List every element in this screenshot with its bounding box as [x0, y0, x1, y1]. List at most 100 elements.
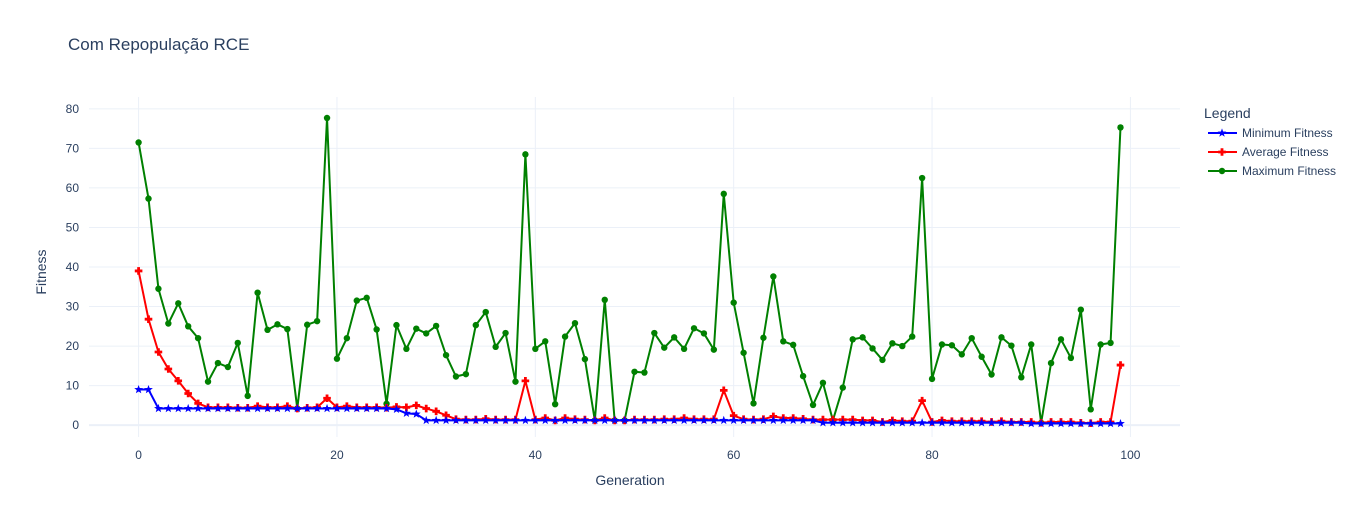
legend-item-average-fitness[interactable]: Average Fitness — [1208, 145, 1329, 159]
x-axis-label: Generation — [595, 472, 664, 488]
minimum-fitness-point — [282, 403, 292, 413]
minimum-fitness-point — [550, 415, 560, 425]
minimum-fitness-point — [937, 418, 947, 427]
maximum-fitness-point — [849, 336, 856, 343]
average-fitness-point — [134, 267, 143, 275]
minimum-fitness-point — [977, 418, 987, 427]
minimum-fitness-point — [947, 418, 957, 427]
minimum-fitness-point — [1106, 418, 1115, 428]
maximum-fitness-point — [333, 355, 341, 362]
average-fitness-point — [164, 365, 173, 373]
minimum-fitness-point — [411, 409, 421, 418]
maximum-fitness-point — [1087, 406, 1094, 413]
maximum-fitness-point — [938, 341, 946, 348]
maximum-fitness-point — [700, 330, 708, 337]
maximum-fitness-point — [462, 370, 470, 378]
minimum-fitness-point — [798, 415, 808, 425]
minimum-fitness-point — [927, 418, 937, 427]
minimum-fitness-point — [818, 418, 828, 427]
legend-item-maximum-fitness[interactable]: Maximum Fitness — [1208, 164, 1336, 178]
minimum-fitness-point — [679, 415, 689, 425]
legend-swatch-marker — [1218, 167, 1226, 175]
y-tick-label: 0 — [72, 418, 79, 432]
maximum-fitness-point — [809, 401, 817, 409]
minimum-fitness-point — [154, 403, 163, 413]
maximum-fitness-point — [839, 384, 846, 391]
maximum-fitness-point — [224, 363, 232, 371]
average-fitness-point — [729, 411, 738, 420]
minimum-fitness-point — [699, 415, 709, 425]
x-tick-label: 0 — [135, 448, 142, 462]
maximum-fitness-point — [710, 346, 718, 353]
maximum-fitness-point — [720, 190, 727, 198]
average-fitness-point — [323, 394, 331, 403]
maximum-fitness-point — [988, 371, 995, 378]
maximum-fitness-point — [274, 321, 281, 328]
maximum-fitness-point — [909, 333, 916, 340]
maximum-fitness-point — [472, 321, 480, 329]
y-tick-label: 50 — [66, 220, 80, 234]
average-fitness-point — [154, 348, 163, 356]
maximum-fitness-point — [1077, 306, 1085, 313]
maximum-fitness-point — [859, 334, 866, 341]
maximum-fitness-point — [551, 400, 559, 408]
x-tick-label: 60 — [727, 448, 741, 462]
x-tick-label: 100 — [1120, 448, 1140, 462]
y-tick-label: 30 — [66, 300, 80, 314]
maximum-fitness-point — [730, 299, 737, 306]
minimum-fitness-point — [669, 415, 679, 425]
maximum-fitness-point — [1057, 336, 1065, 343]
maximum-fitness-point — [1028, 341, 1035, 348]
minimum-fitness-point — [659, 415, 669, 425]
maximum-fitness-point — [869, 345, 876, 352]
maximum-fitness-point — [581, 355, 589, 363]
maximum-fitness-point — [135, 139, 142, 146]
average-fitness-point — [174, 377, 183, 385]
minimum-fitness-point — [630, 415, 639, 425]
y-tick-label: 40 — [66, 260, 80, 274]
minimum-fitness-point — [372, 403, 381, 413]
maximum-fitness-point — [423, 330, 430, 337]
maximum-fitness-point — [780, 338, 787, 345]
maximum-fitness-point — [512, 378, 519, 385]
minimum-fitness-point — [183, 403, 193, 413]
maximum-fitness-point — [928, 375, 936, 383]
maximum-fitness-point — [651, 329, 658, 337]
maximum-fitness-point — [244, 392, 251, 400]
maximum-fitness-point — [442, 351, 450, 359]
maximum-fitness-point — [799, 372, 807, 380]
minimum-fitness-point — [451, 415, 461, 425]
legend-item-minimum-fitness[interactable]: Minimum Fitness — [1208, 126, 1333, 140]
grid-layer — [89, 97, 1180, 437]
maximum-fitness-point — [145, 195, 152, 202]
legend-swatch-marker — [1217, 128, 1227, 137]
maximum-fitness-point — [978, 353, 985, 360]
maximum-fitness-point — [254, 289, 261, 296]
maximum-fitness-point — [1107, 339, 1114, 347]
minimum-fitness-point — [888, 418, 897, 427]
maximum-fitness-point — [234, 339, 241, 347]
minimum-fitness-point — [778, 415, 788, 425]
maximum-fitness-point — [403, 345, 410, 353]
maximum-fitness-point — [532, 345, 539, 353]
maximum-fitness-point — [413, 325, 420, 332]
maximum-fitness-point — [482, 308, 489, 316]
maximum-fitness-point — [789, 341, 797, 349]
minimum-fitness-point — [808, 415, 818, 425]
maximum-fitness-point — [770, 273, 777, 280]
average-fitness-point — [402, 403, 411, 412]
minimum-fitness-point — [1056, 418, 1066, 428]
minimum-fitness-point — [243, 403, 253, 413]
minimum-fitness-point — [967, 418, 977, 427]
minimum-fitness-point — [570, 415, 580, 425]
y-tick-label: 10 — [66, 379, 80, 393]
minimum-fitness-point — [729, 415, 739, 425]
maximum-fitness-point — [631, 368, 638, 375]
minimum-fitness-point — [917, 418, 927, 427]
minimum-fitness-point — [352, 403, 362, 413]
minimum-fitness-point — [838, 418, 848, 427]
y-tick-label: 60 — [66, 181, 80, 195]
minimum-fitness-series — [134, 384, 1125, 428]
maximum-fitness-point — [284, 325, 291, 333]
maximum-fitness-point — [184, 323, 192, 330]
